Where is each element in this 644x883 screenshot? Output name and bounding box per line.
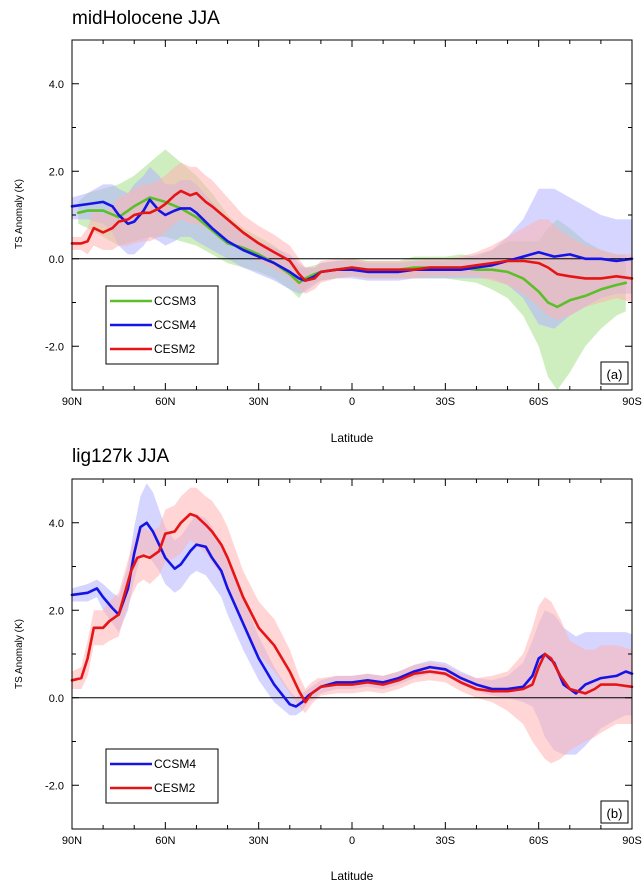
panel-label-box [600, 800, 629, 824]
y-tick-label: 2.0 [49, 605, 64, 617]
series-line-cesm2 [70, 512, 634, 704]
y-axis-label: TS Anomaly (K) [14, 179, 25, 249]
x-tick-label: 30N [249, 396, 269, 408]
y-tick-label: 0.0 [49, 693, 64, 705]
spread-bands [72, 483, 632, 764]
y-tick-label: 4.0 [49, 79, 64, 91]
legend-label-cesm2: CESM2 [154, 781, 196, 795]
y-axis-label: TS Anomaly (K) [14, 619, 25, 689]
x-tick-label: 60S [529, 835, 549, 847]
chart-title: lig127k JJA [72, 446, 169, 467]
x-tick-label: 60N [155, 835, 175, 847]
panel-label: (a) [607, 367, 623, 382]
spread-band-cesm2 [72, 487, 632, 764]
x-axis-label: Latitude [331, 431, 374, 445]
x-tick-label: 0 [349, 396, 355, 408]
x-tick-label: 60S [529, 396, 549, 408]
legend: CCSM4 CESM2 [105, 748, 219, 804]
x-tick-label: 0 [349, 835, 355, 847]
x-tick-label: 60N [155, 396, 175, 408]
chart-title: midHolocene JJA [72, 8, 220, 29]
y-tick-label: -2.0 [45, 341, 64, 353]
x-tick-label: 90S [622, 396, 642, 408]
x-tick-label: 30S [436, 835, 456, 847]
x-tick-label: 90N [62, 396, 82, 408]
series-line-cesm2 [70, 189, 634, 282]
y-tick-label: 4.0 [49, 518, 64, 530]
x-tick-label: 30S [436, 396, 456, 408]
y-tick-label: 2.0 [49, 166, 64, 178]
y-tick-label: -2.0 [45, 780, 64, 792]
axis-ticks: 90N 60N 30N 0 30S 60S 90S 4.0 2.0 0.0 -2.0 [45, 478, 642, 847]
legend-label-ccsm4: CCSM4 [154, 318, 196, 332]
y-tick-label: 0.0 [49, 254, 64, 266]
x-axis-label: Latitude [331, 869, 374, 883]
series-line-ccsm4 [70, 521, 634, 708]
spread-band-cesm2 [72, 162, 632, 320]
legend-label-cesm2: CESM2 [154, 342, 196, 356]
x-tick-label: 90N [62, 835, 82, 847]
panel-label-box [600, 361, 629, 385]
legend-box [105, 748, 219, 804]
legend: CCSM3 CCSM4 CESM2 [105, 285, 219, 365]
panel-a-midholocene: midHolocene JJA Latitude TS Anomaly (K) … [14, 8, 642, 445]
legend-box [105, 285, 219, 365]
legend-label-ccsm4: CCSM4 [154, 757, 196, 771]
x-tick-label: 90S [622, 835, 642, 847]
axis-ticks: 90N 60N 30N 0 30S 60S 90S 4.0 2.0 0.0 -2.0 [45, 39, 642, 408]
legend-label-ccsm3: CCSM3 [154, 294, 196, 308]
panel-b-lig127k: lig127k JJA Latitude TS Anomaly (K) 90N 6… [14, 446, 642, 883]
x-tick-label: 30N [249, 835, 269, 847]
panel-label: (b) [607, 806, 623, 821]
